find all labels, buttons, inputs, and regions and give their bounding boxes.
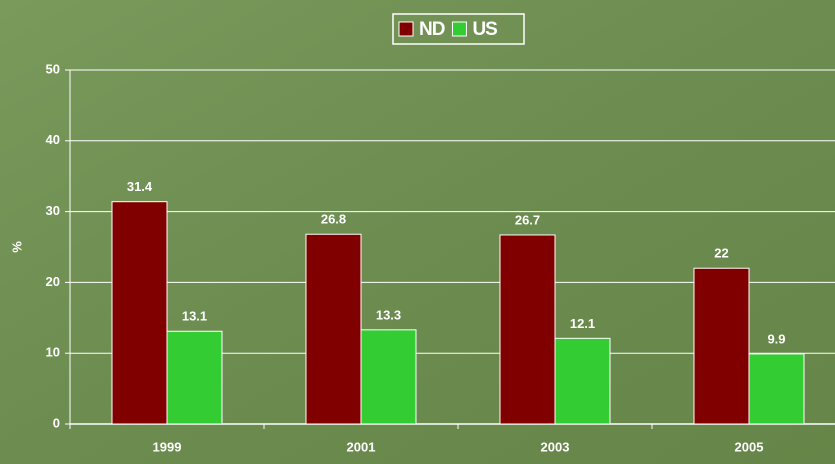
bar	[554, 337, 611, 425]
x-tick-label: 2005	[735, 439, 764, 454]
x-tick-label: 2001	[347, 439, 376, 454]
y-tick-label: 10	[46, 345, 60, 360]
bar	[111, 201, 168, 425]
legend-box	[392, 13, 525, 45]
x-tick-label: 2003	[541, 439, 570, 454]
value-label: 26.7	[515, 212, 540, 227]
bar	[693, 267, 750, 425]
bar	[748, 353, 805, 425]
value-label: 26.8	[321, 212, 346, 227]
value-label: 13.1	[182, 309, 207, 324]
legend-swatch	[451, 21, 467, 37]
y-tick-label: 30	[46, 203, 60, 218]
y-tick-label: 50	[46, 61, 60, 76]
legend-swatch	[398, 21, 414, 37]
bar	[499, 234, 556, 425]
legend-label: ND	[419, 19, 445, 40]
y-axis-label: %	[9, 241, 24, 253]
y-tick-label: 40	[46, 132, 60, 147]
value-label: 22	[714, 246, 728, 261]
y-tick-label: 20	[46, 274, 60, 289]
bar	[360, 329, 417, 425]
bar	[166, 330, 223, 425]
value-label: 31.4	[127, 179, 153, 194]
value-label: 13.3	[376, 307, 401, 322]
x-tick-label: 1999	[153, 439, 182, 454]
value-label: 12.1	[570, 316, 595, 331]
y-tick-label: 0	[53, 415, 60, 430]
legend-label: US	[472, 19, 497, 40]
bar	[305, 233, 362, 425]
value-label: 9.9	[767, 331, 785, 346]
